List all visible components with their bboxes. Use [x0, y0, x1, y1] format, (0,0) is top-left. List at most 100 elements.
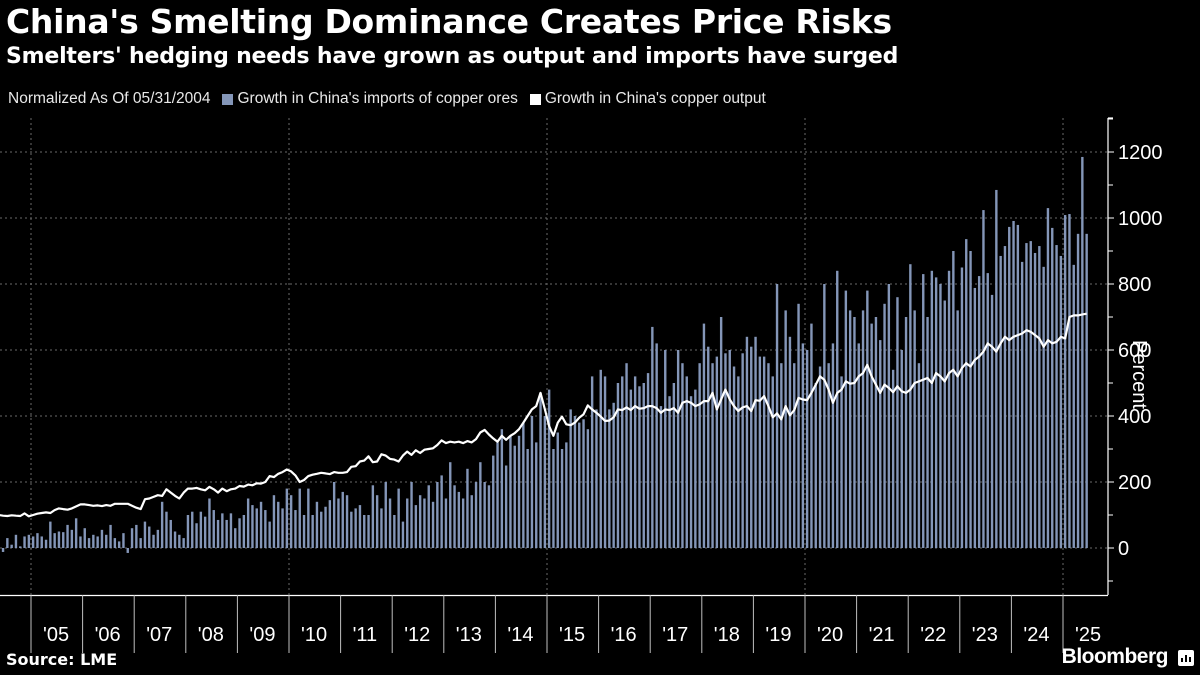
bar — [672, 383, 676, 548]
bar — [883, 303, 886, 548]
bar — [861, 310, 865, 548]
bar — [625, 363, 628, 548]
bar — [848, 310, 852, 548]
bar — [216, 519, 220, 548]
bar — [840, 376, 843, 548]
y-tick-label: 0 — [1118, 538, 1129, 560]
bar — [874, 317, 878, 548]
bar — [926, 317, 929, 548]
bar — [83, 528, 86, 548]
bar — [337, 498, 340, 548]
bar — [281, 508, 284, 548]
bar — [109, 524, 112, 548]
legend-swatch-output — [529, 93, 541, 105]
bar — [509, 435, 512, 548]
bar — [754, 336, 757, 548]
bar — [487, 485, 491, 548]
bar — [36, 533, 39, 548]
bar — [947, 270, 951, 548]
bar — [479, 462, 482, 548]
bar — [741, 353, 744, 548]
bar — [92, 534, 95, 548]
bar — [191, 511, 194, 548]
bar — [676, 350, 680, 548]
y-tick-label: 600 — [1118, 340, 1151, 362]
bar — [449, 462, 452, 548]
bar — [139, 538, 142, 548]
bar — [289, 495, 293, 548]
bar — [891, 369, 895, 548]
bar — [565, 442, 568, 548]
bar — [681, 363, 684, 548]
x-tick-label: '12 — [404, 624, 430, 646]
bar — [750, 346, 753, 548]
bar — [470, 495, 473, 548]
bar — [896, 297, 899, 548]
x-tick-label: '11 — [353, 624, 378, 646]
bar — [1016, 224, 1020, 548]
legend-label-output: Growth in China's copper output — [544, 90, 766, 107]
bar — [203, 516, 207, 548]
bar — [737, 376, 740, 548]
bar — [397, 488, 400, 548]
bar — [126, 548, 129, 553]
bar — [40, 536, 43, 548]
bar — [621, 376, 624, 548]
bar — [732, 366, 736, 548]
x-tick-label: '05 — [43, 624, 69, 646]
legend-note: Normalized As Of 05/31/2004 — [8, 90, 211, 107]
line-output — [0, 312, 1087, 518]
bar — [423, 498, 426, 548]
bar — [805, 350, 809, 548]
bar — [354, 508, 357, 548]
bar — [492, 455, 495, 548]
bar — [857, 343, 860, 548]
bar — [496, 442, 499, 548]
bar — [173, 531, 177, 548]
bar — [388, 498, 392, 548]
bar-series-imports — [1, 156, 1088, 553]
bar — [922, 274, 925, 548]
bar — [543, 416, 547, 548]
bar — [719, 317, 723, 548]
bar — [229, 513, 233, 548]
bar — [909, 264, 912, 548]
bar — [341, 491, 344, 548]
bar — [990, 294, 994, 548]
bar — [328, 500, 332, 548]
bar — [793, 363, 796, 548]
bar — [810, 323, 813, 548]
bar — [380, 508, 383, 548]
chart-subtitle: Smelters' hedging needs have grown as ou… — [6, 44, 899, 69]
bar — [1042, 266, 1045, 548]
bar — [457, 491, 461, 548]
bar — [208, 498, 211, 548]
bar — [582, 419, 585, 548]
bar — [629, 389, 633, 548]
bar — [784, 310, 787, 548]
bar — [113, 538, 117, 548]
bar — [1, 548, 5, 552]
bar — [483, 482, 486, 548]
bar — [977, 276, 981, 548]
bar — [999, 255, 1002, 548]
bar — [934, 277, 938, 548]
bar — [225, 519, 228, 548]
bar — [285, 488, 289, 548]
bar — [500, 429, 504, 548]
bar — [1020, 261, 1024, 548]
bar — [814, 383, 817, 548]
bar — [307, 488, 310, 548]
bar — [728, 350, 731, 548]
bar — [504, 465, 508, 548]
bar — [14, 534, 18, 548]
bar — [775, 284, 779, 548]
bar — [96, 536, 99, 548]
bar — [332, 482, 336, 548]
y-tick-label: 400 — [1118, 406, 1151, 428]
bar — [995, 189, 998, 548]
bar — [453, 485, 456, 548]
bar — [461, 498, 465, 548]
bar — [595, 409, 598, 548]
bar — [255, 508, 258, 548]
